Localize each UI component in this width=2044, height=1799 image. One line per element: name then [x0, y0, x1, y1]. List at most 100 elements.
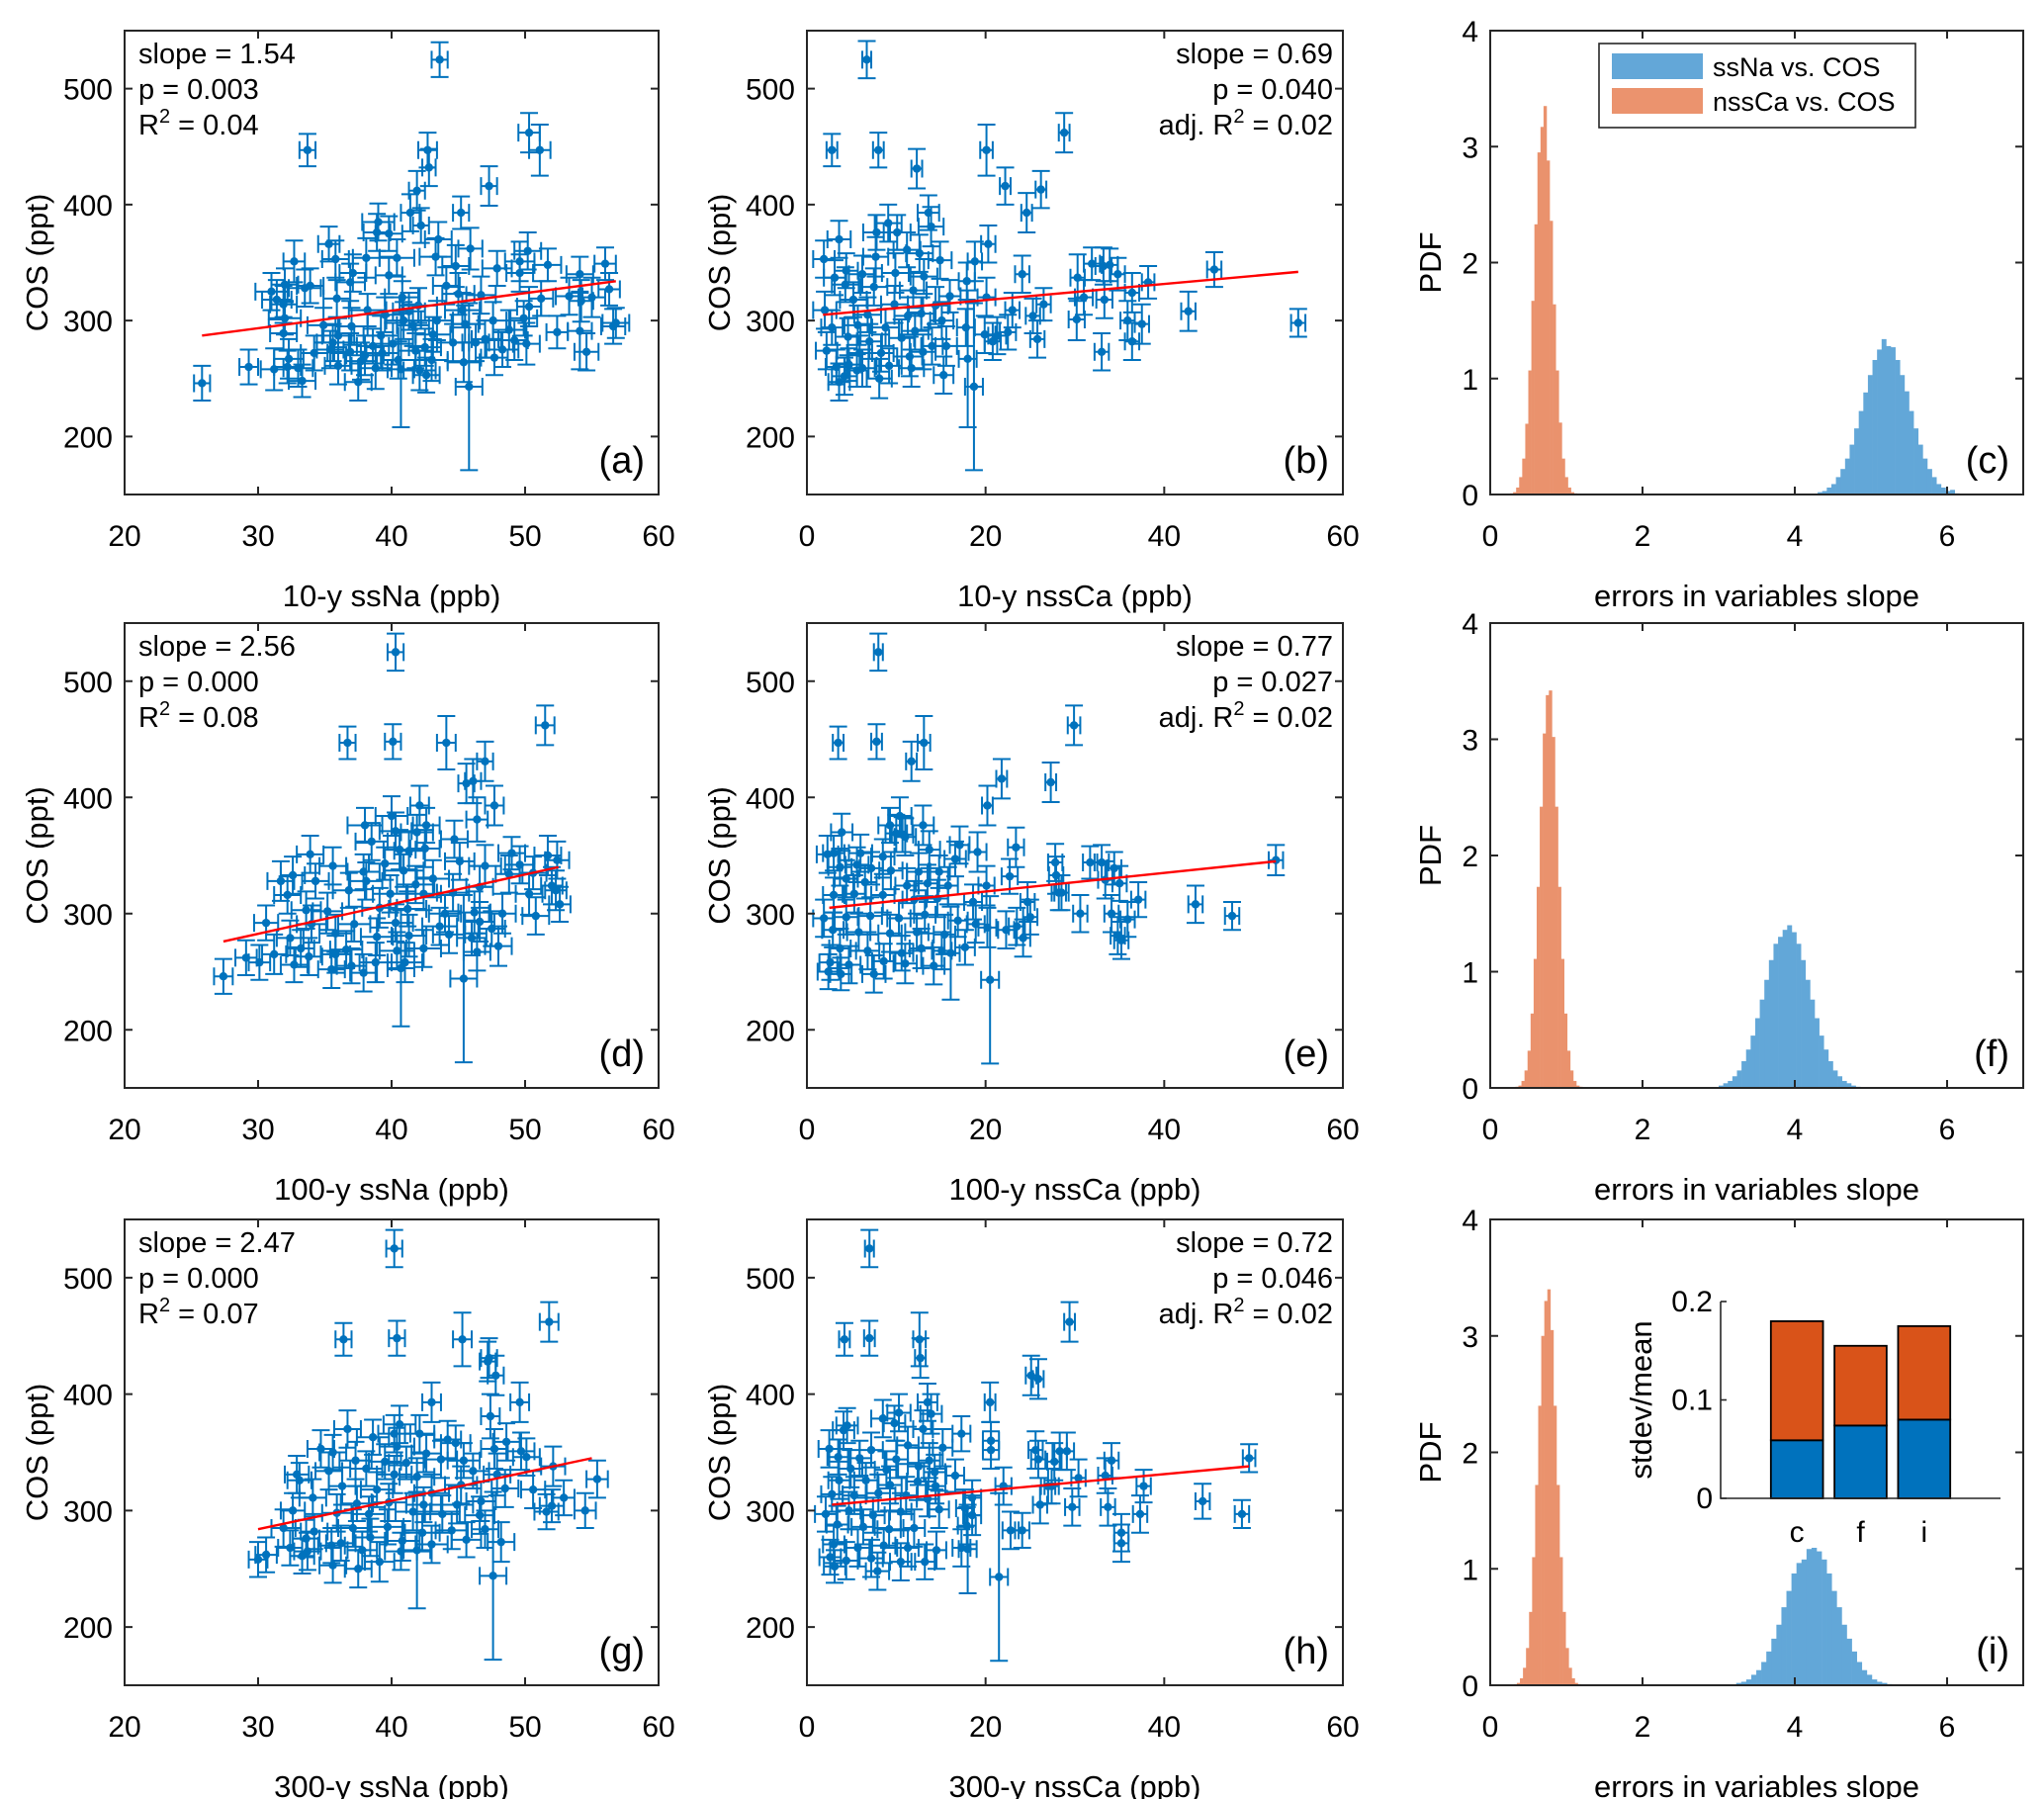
histogram-bin — [1523, 1667, 1527, 1685]
histogram-bin — [1547, 1289, 1552, 1685]
data-point — [1272, 855, 1281, 864]
y-tick-label: 300 — [746, 306, 795, 338]
data-point — [1033, 1375, 1043, 1384]
histogram-bin — [1570, 492, 1574, 495]
stats-text: slope = 0.77 — [1176, 631, 1333, 663]
data-point — [515, 268, 524, 278]
histogram-bin — [1810, 999, 1816, 1088]
data-point — [475, 1510, 485, 1520]
data-point — [841, 280, 850, 289]
data-point — [383, 1522, 393, 1532]
axes — [1489, 30, 2024, 495]
data-point — [923, 879, 933, 888]
data-point — [288, 870, 298, 880]
error-bars — [247, 1228, 609, 1662]
data-point — [477, 291, 486, 300]
histogram-bin — [1520, 1677, 1524, 1685]
data-points — [219, 648, 565, 983]
data-point — [993, 331, 1002, 340]
y-tick-label: 3 — [1462, 132, 1478, 164]
data-point — [368, 341, 378, 351]
y-tick-label: 200 — [63, 1015, 113, 1047]
data-point — [869, 282, 878, 292]
data-point — [442, 738, 451, 748]
data-point — [868, 1510, 878, 1520]
data-point — [581, 347, 591, 356]
histogram-bin — [1922, 458, 1928, 495]
data-point — [858, 1522, 868, 1532]
data-point — [829, 849, 839, 857]
data-point — [1018, 270, 1026, 279]
histogram-bin — [1555, 1484, 1560, 1685]
stats-line: R2 = 0.04 — [138, 106, 259, 141]
histogram-bin — [1719, 1085, 1724, 1088]
data-point — [1072, 315, 1082, 324]
histogram-bin — [1801, 959, 1807, 1088]
data-point — [869, 969, 878, 979]
data-point — [356, 356, 366, 366]
data-point — [884, 219, 893, 227]
data-point — [385, 228, 394, 238]
data-point — [986, 1436, 996, 1445]
data-point — [459, 1456, 469, 1465]
histogram-bin — [1555, 806, 1558, 1088]
plot-area — [193, 41, 631, 472]
data-point — [310, 348, 318, 358]
data-point — [967, 1493, 977, 1502]
data-point — [515, 860, 524, 869]
data-point — [553, 327, 562, 337]
stats-text: slope = 0.72 — [1176, 1227, 1333, 1259]
data-point — [1087, 259, 1097, 268]
y-tick-label: 200 — [63, 1612, 113, 1645]
histogram-bin — [1740, 1681, 1747, 1685]
histogram-bin — [1759, 999, 1765, 1088]
stats-text-rest: = 0.02 — [1245, 702, 1334, 734]
data-point — [339, 1335, 348, 1344]
data-point — [932, 1546, 941, 1555]
histogram-bin — [1891, 347, 1896, 495]
histogram-bin — [1846, 1638, 1852, 1685]
data-point — [937, 946, 946, 955]
data-point — [261, 918, 271, 928]
histogram-bin — [1543, 733, 1547, 1088]
histogram-bin — [1796, 944, 1802, 1088]
data-point — [866, 863, 876, 873]
data-point — [432, 315, 442, 325]
data-point — [1025, 913, 1035, 922]
data-point — [323, 907, 332, 916]
data-point — [915, 248, 925, 258]
histogram-bin — [1530, 1013, 1535, 1088]
data-point — [440, 909, 450, 918]
histogram-bin — [1854, 428, 1859, 495]
data-point — [1051, 870, 1061, 880]
y-tick-label: 200 — [746, 1015, 795, 1047]
plot-area — [812, 40, 1307, 472]
data-point — [982, 145, 991, 154]
histogram-bin — [1858, 410, 1864, 495]
data-point — [825, 1444, 834, 1454]
histogram-bin — [1844, 458, 1850, 495]
data-point — [325, 345, 335, 354]
x-tick-label: 20 — [969, 1114, 1002, 1146]
data-point — [919, 1424, 928, 1434]
data-point — [372, 1484, 382, 1494]
histogram-bin — [1524, 1070, 1529, 1088]
data-point — [401, 1458, 411, 1468]
data-point — [279, 328, 288, 338]
panel-g: 20 30 40 50 60 200 300 400 500 300-y ssNa (ppb) CO… — [20, 1218, 675, 1799]
x-tick-label: 40 — [375, 520, 407, 553]
histogram-bin — [1836, 1607, 1842, 1685]
data-point — [1050, 1457, 1059, 1467]
data-point — [297, 944, 306, 953]
data-point — [298, 376, 307, 386]
data-point — [849, 889, 859, 898]
data-point — [946, 948, 955, 957]
x-tick-label: 20 — [969, 520, 1002, 553]
data-points — [819, 55, 1303, 392]
data-point — [423, 145, 432, 154]
data-point — [834, 1453, 843, 1462]
data-point — [842, 913, 850, 922]
y-tick-label: 3 — [1462, 725, 1478, 758]
data-point — [362, 253, 371, 263]
